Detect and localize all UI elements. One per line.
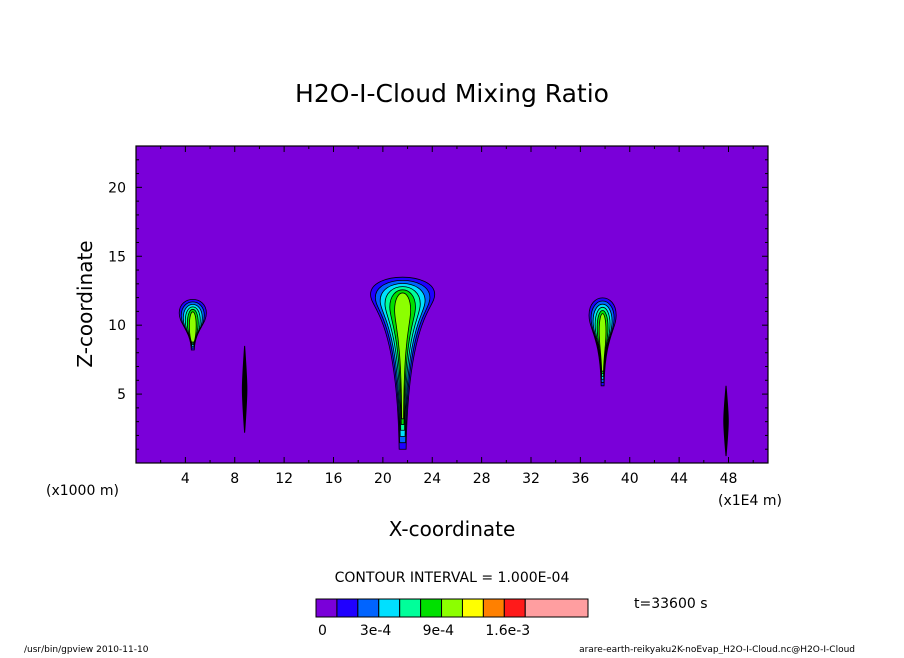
colorbar-swatch [461,598,484,618]
time-label: t=33600 s [634,596,708,612]
y-tick-label: 5 [117,387,126,403]
x-tick-label: 32 [522,471,540,487]
x-tick-label: 24 [423,471,441,487]
colorbar-swatch [420,598,443,618]
streak-contour [241,345,248,433]
x-tick-label: 28 [473,471,491,487]
cloud-contour [394,292,412,420]
colorbar-label: 3e-4 [360,623,392,639]
x-unit-left: (x1000 m) [46,483,119,499]
footer-right: arare-earth-reikyaku2K-noEvap_H2O-I-Clou… [579,645,855,654]
colorbar-labels: 0 3e-4 9e-4 1.6e-3 [318,623,530,639]
y-ticks: 5 10 15 20 [108,159,768,450]
colorbar-swatch [524,598,589,618]
chart-title: H2O-I-Cloud Mixing Ratio [295,79,609,108]
colorbar-label: 1.6e-3 [485,623,530,639]
colorbar-swatch [336,598,359,618]
colorbar-swatch [378,598,401,618]
streak-contour [723,385,729,457]
plot-content [178,276,729,457]
x-ticks: 4 8 12 16 20 24 28 32 36 40 44 48 [160,146,754,487]
colorbar [315,598,589,618]
colorbar-label: 9e-4 [423,623,455,639]
plot-frame [135,145,769,464]
plot-area [136,146,768,463]
y-tick-label: 15 [108,249,126,265]
x-tick-label: 20 [374,471,392,487]
x-tick-label: 16 [325,471,343,487]
x-tick-label: 44 [670,471,688,487]
y-tick-label: 20 [108,180,126,196]
x-tick-label: 8 [230,471,239,487]
footer-left: /usr/bin/gpview 2010-11-10 [24,645,149,654]
cloud-contour [598,313,607,372]
colorbar-swatch [399,598,422,618]
colorbar-swatch [503,598,526,618]
x-unit-right: (x1E4 m) [718,493,782,509]
y-axis-label: Z-coordinate [73,240,97,367]
y-tick-label: 10 [108,318,126,334]
x-axis-label: X-coordinate [389,517,516,541]
x-tick-label: 36 [571,471,589,487]
colorbar-label: 0 [318,623,327,639]
x-tick-label: 12 [275,471,293,487]
colorbar-swatch [441,598,463,618]
x-tick-label: 4 [181,471,190,487]
colorbar-swatch [315,598,338,618]
x-tick-label: 48 [720,471,738,487]
contour-interval-label: CONTOUR INTERVAL = 1.000E-04 [335,570,570,586]
cloud-contour [188,311,197,343]
colorbar-swatch [482,598,505,618]
colorbar-swatch [357,598,380,618]
x-tick-label: 40 [621,471,639,487]
